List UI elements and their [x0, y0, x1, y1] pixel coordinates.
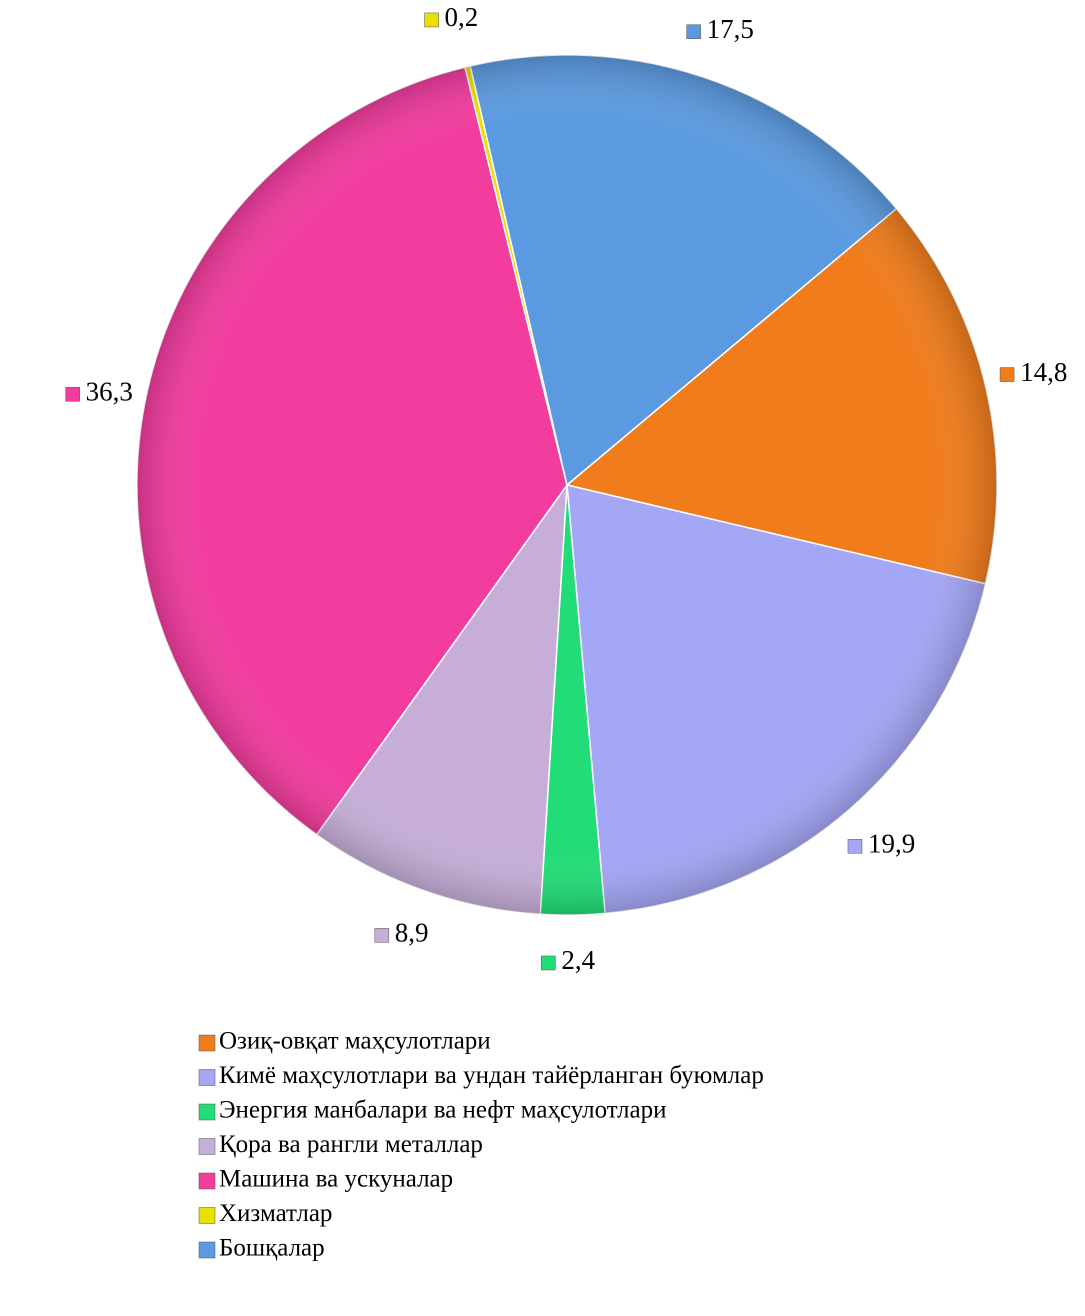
legend-marker — [198, 1241, 216, 1259]
label-marker — [999, 367, 1015, 382]
legend-label: Озиқ-овқат маҳсулотлари — [219, 1028, 491, 1055]
data-label: 8,9 — [395, 918, 429, 948]
data-label: 36,3 — [86, 376, 133, 406]
label-marker — [541, 955, 556, 971]
label-marker — [374, 928, 390, 943]
data-label: 19,9 — [868, 829, 915, 859]
data-label: 17,5 — [707, 14, 754, 44]
legend-marker — [198, 1207, 216, 1224]
legend-label: Кимё маҳсулотлари ва ундан тайёрланган б… — [219, 1062, 764, 1089]
label-marker — [65, 387, 80, 402]
legend-label: Машина ва ускуналар — [219, 1166, 453, 1193]
legend-marker — [198, 1172, 216, 1190]
data-label: 2,4 — [561, 945, 595, 975]
legend-label: Қора ва рангли металлар — [219, 1131, 483, 1158]
label-marker — [847, 839, 863, 854]
legend-label: Бошқалар — [219, 1235, 325, 1262]
data-label: 0,2 — [445, 2, 479, 32]
legend-marker — [198, 1034, 216, 1052]
legend-marker — [198, 1138, 216, 1155]
legend-label: Хизматлар — [219, 1200, 332, 1227]
label-marker — [424, 12, 439, 28]
data-label: 14,8 — [1020, 357, 1067, 387]
legend-label: Энергия манбалари ва нефт маҳсулотлари — [219, 1097, 667, 1124]
legend-marker — [198, 1069, 216, 1086]
label-marker — [686, 24, 701, 39]
legend-marker — [198, 1103, 216, 1121]
